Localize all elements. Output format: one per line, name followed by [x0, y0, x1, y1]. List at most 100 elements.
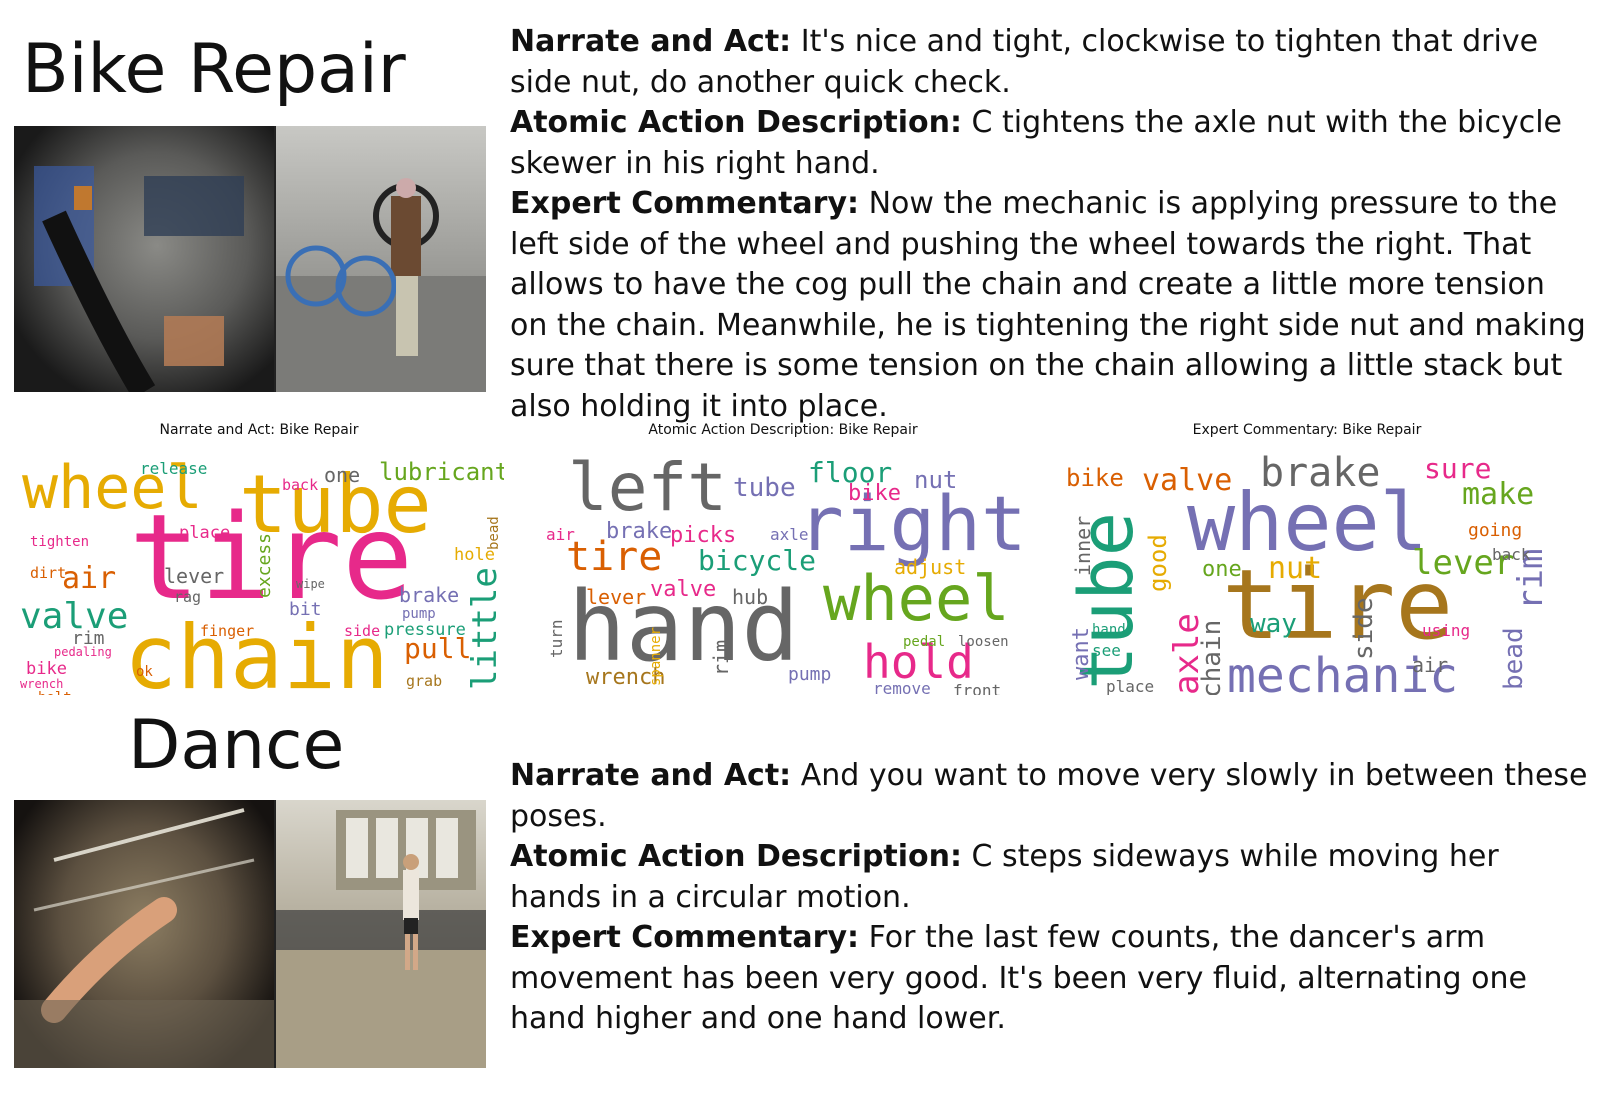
wc-word: back [1492, 545, 1531, 564]
wc-word: hand [1092, 622, 1126, 638]
wordcloud-title: Narrate and Act: Bike Repair [159, 422, 359, 438]
wc-word: release [140, 459, 207, 478]
dance-egocentric-view [14, 800, 274, 1068]
wc-word: valve [1142, 463, 1232, 498]
annotation-label: Atomic Action Description: [510, 839, 963, 874]
wc-word: rim [72, 628, 105, 649]
annotation-label: Expert Commentary: [510, 920, 860, 955]
annotation-label: Atomic Action Description: [510, 105, 963, 140]
wc-word: picks [670, 523, 736, 548]
wc-word: air [62, 561, 116, 596]
wc-word: hold [863, 635, 974, 689]
wc-word: nut [914, 466, 957, 494]
wc-word: bike [1066, 464, 1124, 492]
wc-word: turn [547, 619, 566, 658]
wordcloud-canvas: tire wheel tube mechanic brake axle valv… [1064, 450, 1551, 695]
wc-word: tire [566, 534, 662, 580]
wc-word: back [282, 476, 318, 494]
wc-word: place [1106, 677, 1154, 695]
wc-word: pump [788, 664, 831, 685]
annotation-label: Narrate and Act: [510, 24, 792, 59]
wc-word: bike [26, 659, 67, 679]
wc-word: tube [1064, 512, 1150, 690]
wordcloud-atomic-action: Atomic Action Description: Bike Repair h… [538, 422, 1028, 695]
section-title-bike-repair: Bike Repair [22, 30, 406, 109]
wc-word: good [1144, 534, 1172, 592]
wordcloud-title: Atomic Action Description: Bike Repair [648, 422, 918, 438]
dance-annotations: Narrate and Act: And you want to move ve… [510, 756, 1590, 1040]
wc-word: lubricant [379, 458, 504, 486]
wc-word: left [568, 449, 727, 526]
wc-word: pressure [384, 620, 466, 640]
wc-word: bead [1499, 627, 1529, 690]
wc-word: going [1468, 520, 1522, 541]
bike-repair-egocentric-view [14, 126, 274, 392]
wc-word: side [344, 622, 380, 640]
wc-word: air [1412, 653, 1448, 677]
wc-word: pedal [903, 634, 945, 650]
wc-word: wheel [823, 562, 1010, 635]
annotation-text: Now the mechanic is applying pressure to… [510, 186, 1586, 424]
wc-word: rag [174, 588, 201, 606]
wc-word: grab [406, 672, 442, 690]
wc-word: see [1092, 641, 1121, 660]
annotation-expert-commentary: Expert Commentary: Now the mechanic is a… [510, 184, 1590, 427]
wc-word: sure [1424, 452, 1491, 485]
dance-exocentric-view [276, 800, 486, 1068]
section-title-dance: Dance [128, 706, 345, 785]
wc-word: bead [486, 516, 502, 550]
wc-word: floor [808, 456, 892, 489]
wc-word: hand [568, 571, 799, 683]
annotation-text: For the last few counts, the dancer's ar… [510, 920, 1527, 1036]
wc-word: bicycle [698, 544, 816, 577]
wc-word: brake [1260, 450, 1380, 496]
wc-word: wipe [296, 577, 325, 591]
wc-word: loosen [958, 634, 1009, 650]
annotation-atomic-action: Atomic Action Description: C steps sidew… [510, 837, 1590, 918]
wc-word: axle [1167, 613, 1207, 695]
annotation-text: C steps sideways while moving her hands … [510, 839, 1499, 915]
wc-word: dirt [30, 564, 66, 582]
wc-word: pedaling [54, 645, 112, 659]
wc-word: pull [404, 632, 471, 665]
wc-word: tube [239, 458, 432, 551]
wc-word: lever [164, 564, 224, 588]
wc-word: hole [454, 545, 495, 565]
wc-word: chain [1197, 620, 1227, 695]
wc-word: make [1462, 477, 1534, 512]
annotation-narrate-and-act: Narrate and Act: And you want to move ve… [510, 756, 1590, 837]
wc-word: air [546, 525, 575, 544]
wc-word: mechanic [1227, 648, 1458, 695]
wc-word: tube [733, 473, 796, 503]
wc-word: pump [402, 606, 436, 622]
annotation-narrate-and-act: Narrate and Act: It's nice and tight, cl… [510, 22, 1590, 103]
wc-word: way [1250, 609, 1297, 639]
wc-word: brake [606, 519, 672, 544]
wc-word: valve [20, 596, 128, 637]
wc-word: valve [650, 577, 716, 602]
wc-word: bike [848, 481, 901, 506]
annotation-text: C tightens the axle nut with the bicycle… [510, 105, 1563, 181]
bike-repair-photo [14, 126, 486, 392]
wc-word: front [953, 681, 1001, 695]
wc-word: tire [129, 488, 413, 626]
wc-word: chain [124, 606, 389, 695]
wc-word: spanner [648, 627, 664, 686]
wc-word: axle [770, 525, 809, 544]
annotation-label: Narrate and Act: [510, 758, 792, 793]
wordcloud-expert-commentary: Expert Commentary: Bike Repair tire whee… [1062, 422, 1552, 695]
wordcloud-title: Expert Commentary: Bike Repair [1192, 422, 1422, 438]
wc-word: bolt [38, 690, 72, 695]
wc-word: finger [200, 622, 254, 640]
annotation-text: It's nice and tight, clockwise to tighte… [510, 24, 1539, 100]
bike-repair-exocentric-view [276, 126, 486, 392]
wc-word: brake [399, 583, 459, 607]
wc-word: inner [1071, 516, 1095, 576]
wc-word: remove [873, 679, 931, 695]
annotation-label: Expert Commentary: [510, 186, 860, 221]
wc-word: one [324, 463, 360, 487]
wc-word: place [179, 523, 230, 543]
wc-word: wrench [20, 677, 63, 691]
wc-word: rim [1511, 549, 1551, 610]
wc-word: wrench [586, 665, 665, 690]
